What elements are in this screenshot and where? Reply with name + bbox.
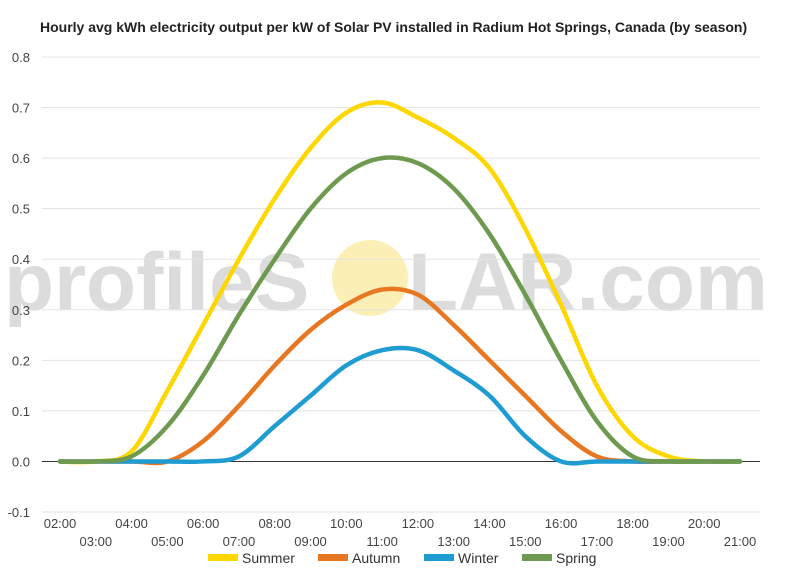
watermark-text-right: LAR.com bbox=[408, 237, 768, 328]
legend-label-winter: Winter bbox=[458, 550, 499, 566]
legend: Summer Autumn Winter Spring bbox=[208, 550, 596, 566]
x-tick-label: 10:00 bbox=[330, 516, 363, 531]
x-tick-label: 03:00 bbox=[80, 534, 113, 549]
watermark-text-left: profileS bbox=[4, 237, 309, 328]
x-tick-label: 06:00 bbox=[187, 516, 220, 531]
y-tick-label: 0.1 bbox=[12, 404, 30, 419]
x-tick-label: 04:00 bbox=[115, 516, 148, 531]
legend-swatch-spring bbox=[522, 554, 552, 561]
legend-label-autumn: Autumn bbox=[352, 550, 400, 566]
x-tick-label: 19:00 bbox=[652, 534, 685, 549]
y-tick-label: 0.5 bbox=[12, 202, 30, 217]
x-tick-label: 05:00 bbox=[151, 534, 184, 549]
series-line-summer bbox=[57, 100, 743, 465]
x-tick-label: 12:00 bbox=[402, 516, 435, 531]
y-tick-label: 0.2 bbox=[12, 353, 30, 368]
y-axis-ticks: -0.1 0.0 0.1 0.2 0.3 0.4 0.5 0.6 0.7 0.8 bbox=[8, 50, 30, 520]
x-tick-label: 18:00 bbox=[616, 516, 649, 531]
y-tick-label: 0.6 bbox=[12, 151, 30, 166]
x-tick-label: 16:00 bbox=[545, 516, 578, 531]
x-tick-label: 09:00 bbox=[294, 534, 327, 549]
y-tick-label: 0.4 bbox=[12, 252, 30, 267]
x-axis-ticks: 02:0003:0004:0005:0006:0007:0008:0009:00… bbox=[44, 516, 757, 549]
x-tick-label: 08:00 bbox=[258, 516, 291, 531]
x-tick-label: 02:00 bbox=[44, 516, 77, 531]
y-tick-label: -0.1 bbox=[8, 505, 30, 520]
x-tick-label: 21:00 bbox=[724, 534, 757, 549]
y-tick-label: 0.8 bbox=[12, 50, 30, 65]
legend-swatch-autumn bbox=[318, 554, 348, 561]
x-tick-label: 14:00 bbox=[473, 516, 506, 531]
y-tick-label: 0.3 bbox=[12, 303, 30, 318]
x-tick-label: 11:00 bbox=[366, 534, 398, 549]
legend-label-summer: Summer bbox=[242, 550, 295, 566]
legend-swatch-winter bbox=[424, 554, 454, 561]
y-tick-label: 0.0 bbox=[12, 454, 30, 469]
x-tick-label: 17:00 bbox=[581, 534, 614, 549]
x-tick-label: 07:00 bbox=[223, 534, 256, 549]
series-line-spring bbox=[57, 155, 743, 465]
series-line-winter bbox=[57, 345, 743, 466]
x-tick-label: 15:00 bbox=[509, 534, 542, 549]
legend-swatch-summer bbox=[208, 554, 238, 561]
series-lines bbox=[57, 100, 743, 466]
legend-label-spring: Spring bbox=[556, 550, 596, 566]
watermark-logo: profileS LAR.com bbox=[4, 237, 768, 328]
y-tick-label: 0.7 bbox=[12, 101, 30, 116]
x-tick-label: 20:00 bbox=[688, 516, 721, 531]
chart-title: Hourly avg kWh electricity output per kW… bbox=[40, 19, 748, 35]
x-tick-label: 13:00 bbox=[437, 534, 470, 549]
